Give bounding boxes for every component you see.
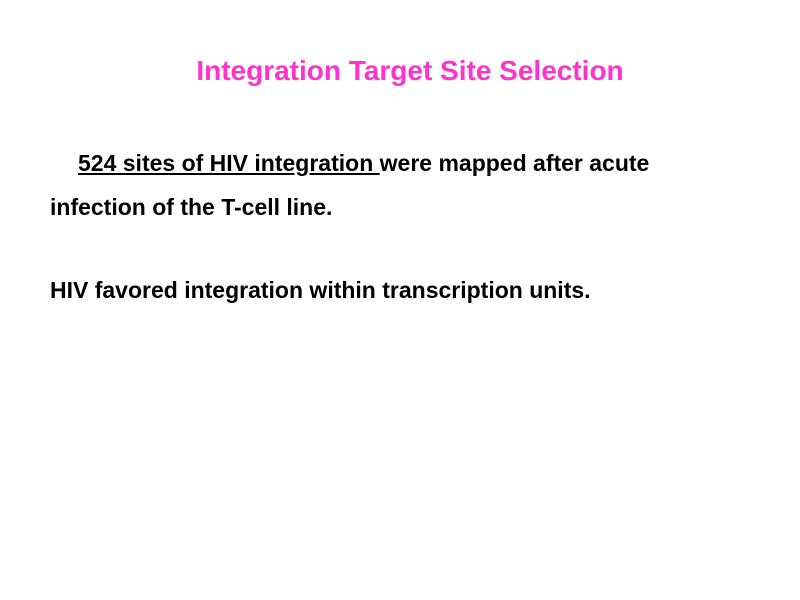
slide-container: Integration Target Site Selection 524 si… [0,0,800,600]
slide-title: Integration Target Site Selection [70,55,750,87]
underlined-text: 524 sites of HIV integration [78,150,380,176]
paragraph-1: 524 sites of HIV integration were mapped… [50,142,750,229]
paragraph-2: HIV favored integration within transcrip… [50,269,750,313]
slide-body: 524 sites of HIV integration were mapped… [50,142,750,313]
